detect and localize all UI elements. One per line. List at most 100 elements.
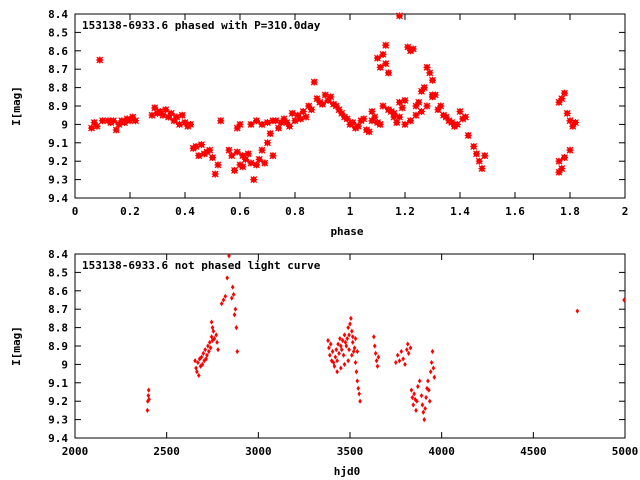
phased-y-tick-label: 8.7 — [48, 63, 68, 76]
unphased-data-point — [328, 352, 332, 358]
phased-data-point — [376, 120, 384, 128]
phased-data-point — [343, 115, 351, 123]
phased-data-point — [401, 120, 409, 128]
phased-data-point — [555, 98, 563, 106]
phased-data-point — [198, 141, 205, 149]
unphased-data-point — [401, 356, 405, 362]
phased-data-point — [426, 69, 434, 77]
phased-data-point — [129, 113, 137, 121]
phased-data-point — [96, 56, 104, 64]
phased-data-point — [93, 122, 101, 130]
unphased-data-point — [351, 348, 356, 355]
phased-data-point — [154, 109, 161, 117]
unphased-data-point — [209, 319, 214, 325]
phased-data-point — [280, 115, 288, 123]
unphased-data-point — [233, 306, 238, 312]
phased-data-point — [247, 159, 255, 167]
phased-x-tick-label: 1.8 — [560, 205, 580, 218]
unphased-data-point — [340, 337, 345, 344]
phased-data-point — [327, 93, 335, 101]
phased-x-tick-label: 0.4 — [175, 205, 195, 218]
phased-data-point — [181, 119, 189, 127]
phased-data-point — [470, 142, 478, 150]
phased-y-tick-label: 9 — [61, 118, 68, 131]
phased-data-point — [313, 95, 321, 103]
phased-data-point — [261, 159, 269, 167]
unphased-data-point — [429, 359, 434, 366]
unphased-data-point — [575, 308, 580, 314]
phased-data-point — [90, 119, 98, 127]
unphased-data-point — [146, 393, 151, 399]
phased-data-point — [360, 115, 368, 123]
phased-data-point — [305, 102, 313, 110]
phased-data-point — [264, 139, 271, 147]
phased-data-point — [231, 166, 238, 174]
unphased-data-point — [207, 348, 211, 355]
unphased-data-point — [219, 301, 224, 307]
phased-data-point — [415, 98, 423, 106]
unphased-data-point — [409, 387, 414, 393]
unphased-data-point — [227, 253, 231, 259]
phased-data-point — [407, 47, 414, 55]
phased-data-point — [398, 104, 406, 112]
phased-data-point — [126, 117, 134, 125]
unphased-y-axis-label: I[mag] — [10, 326, 23, 366]
unphased-data-point — [358, 398, 362, 404]
unphased-y-tick-label: 8.7 — [48, 303, 68, 316]
phased-data-point — [566, 146, 574, 154]
unphased-data-point — [410, 394, 415, 401]
unphased-data-point — [411, 402, 416, 408]
unphased-y-tick-label: 9.4 — [48, 432, 68, 445]
phased-data-point — [319, 100, 326, 108]
phased-y-axis-label: I[mag] — [10, 86, 23, 126]
phased-data-point — [167, 109, 175, 117]
unphased-data-point — [339, 365, 343, 371]
phased-data-point — [217, 117, 225, 125]
phased-data-point — [451, 122, 458, 130]
phased-data-point — [396, 113, 403, 121]
unphased-data-point — [232, 312, 237, 318]
phased-data-point — [214, 161, 222, 169]
unphased-data-point — [395, 352, 400, 358]
phased-data-point — [206, 146, 214, 154]
phased-data-point — [165, 113, 172, 121]
unphased-data-point — [428, 369, 433, 375]
unphased-data-point — [337, 350, 341, 356]
phased-chart: 0 0.2 0.4 0.6 0.8 1 1.2 1.4 1.6 1.8 2 8.4 8.5 8.6 8.7 8… — [10, 8, 628, 238]
unphased-data-point — [225, 275, 229, 281]
phased-data-point — [390, 113, 398, 121]
unphased-data-point — [207, 339, 212, 345]
phased-data-point — [379, 50, 387, 58]
unphased-data-point — [147, 396, 151, 402]
unphased-data-point — [427, 398, 432, 404]
phased-data-point — [393, 119, 401, 127]
unphased-data-point — [343, 339, 348, 345]
phased-data-point — [332, 102, 340, 110]
phased-data-point — [228, 152, 236, 160]
unphased-data-point — [352, 345, 357, 351]
phased-data-point — [277, 119, 285, 127]
phased-x-tick-label: 1.4 — [450, 205, 470, 218]
phased-data-point — [255, 155, 263, 163]
unphased-data-point — [403, 361, 407, 367]
unphased-data-point — [420, 402, 425, 408]
unphased-data-point — [350, 339, 355, 345]
phased-data-point — [121, 119, 128, 127]
unphased-data-point — [347, 347, 351, 353]
phased-data-point — [115, 120, 123, 128]
phased-data-point — [269, 152, 277, 160]
phased-data-point — [211, 170, 219, 178]
unphased-data-point — [330, 348, 335, 355]
unphased-data-point — [203, 347, 207, 353]
phased-data-point — [253, 117, 260, 125]
unphased-data-point — [334, 347, 339, 353]
phased-data-point — [561, 89, 568, 97]
phased-y-tick-label: 8.5 — [48, 26, 68, 39]
phased-data-point — [107, 119, 115, 127]
phased-data-point — [264, 119, 271, 127]
phased-data-point — [349, 119, 357, 127]
phased-data-point — [555, 168, 563, 176]
phased-data-point — [453, 120, 461, 128]
unphased-data-point — [413, 396, 417, 402]
phased-data-point — [236, 161, 244, 169]
